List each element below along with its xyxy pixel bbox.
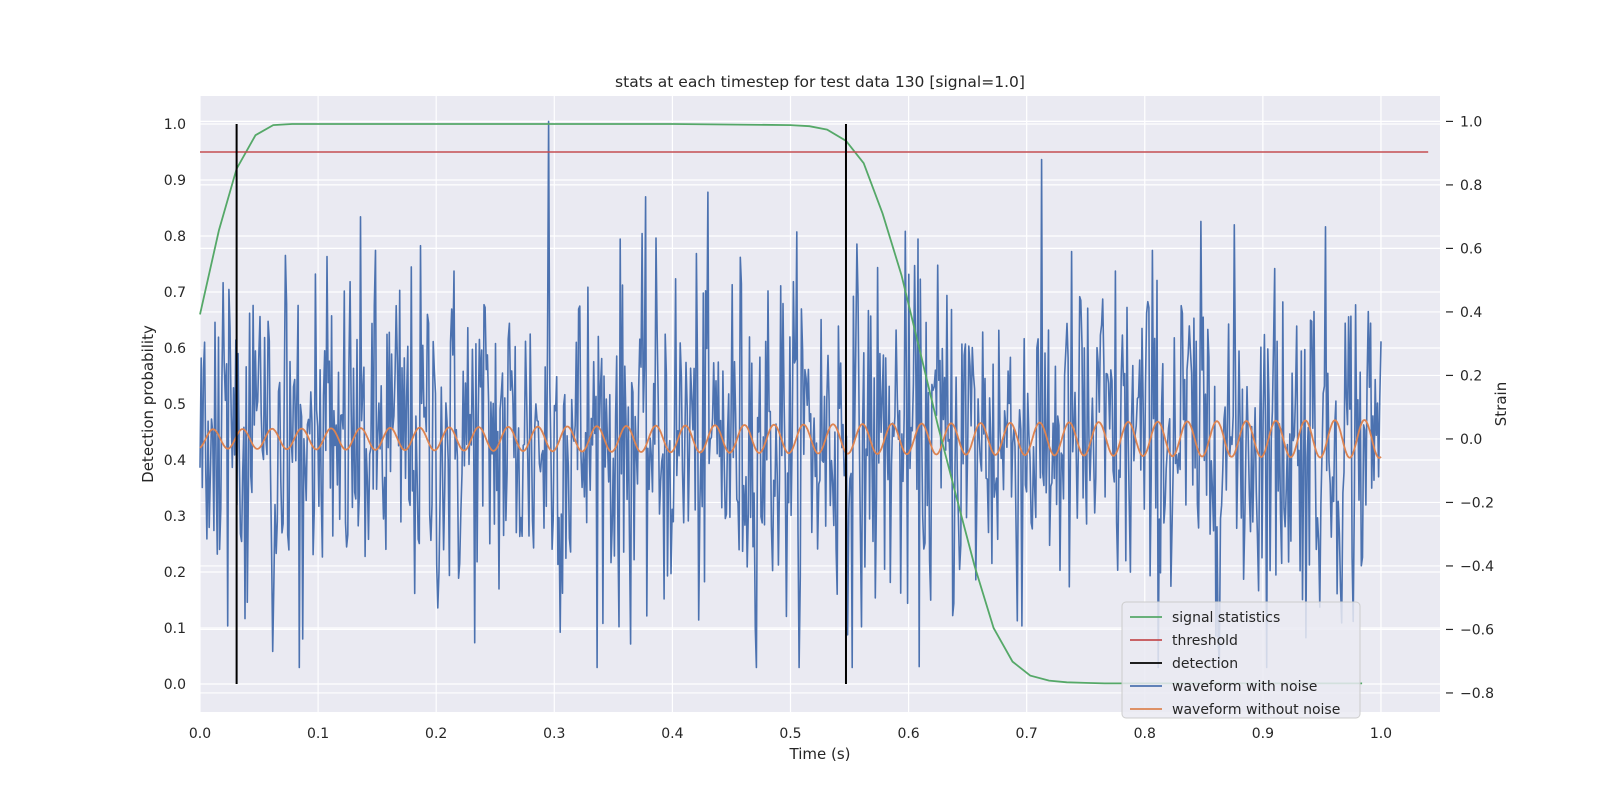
y-tick-label: 0.2 xyxy=(164,565,186,581)
y2-tick-label: −0.8 xyxy=(1460,686,1494,702)
plot-content xyxy=(199,120,1429,685)
x-tick-label: 0.7 xyxy=(1016,726,1038,742)
series-signal-statistics xyxy=(199,123,1363,685)
chart-title: stats at each timestep for test data 130… xyxy=(615,73,1025,91)
x-tick-label: 0.3 xyxy=(543,726,565,742)
y-tick-label: 0.3 xyxy=(164,509,186,525)
legend: signal statistics threshold detection wa… xyxy=(1121,601,1361,719)
x-tick-label: 1.0 xyxy=(1370,726,1392,742)
y2-tick-label: 0.4 xyxy=(1460,305,1482,321)
x-tick-label: 0.9 xyxy=(1252,726,1274,742)
y2-tick-label: −0.6 xyxy=(1460,622,1494,638)
y2-tick-label: 1.0 xyxy=(1460,114,1482,130)
x-tick-label: 0.8 xyxy=(1134,726,1156,742)
y-tick-label: 0.8 xyxy=(164,229,186,245)
x-tick-label: 0.4 xyxy=(661,726,683,742)
legend-label-waveform-without-noise: waveform without noise xyxy=(1172,702,1340,718)
y-axis-label: Detection probability xyxy=(139,325,157,483)
y2-tick-label: 0.0 xyxy=(1460,432,1482,448)
series-waveform-with-noise xyxy=(199,120,1382,669)
y2-tick-label: 0.6 xyxy=(1460,241,1482,257)
x-axis-label: Time (s) xyxy=(789,745,851,763)
legend-label-waveform-with-noise: waveform with noise xyxy=(1172,679,1317,695)
series-waveform-without-noise xyxy=(199,419,1382,459)
y2-tick-label: 0.2 xyxy=(1460,368,1482,384)
legend-box xyxy=(1121,601,1361,719)
y-tick-label: 0.9 xyxy=(164,173,186,189)
legend-label-signal-statistics: signal statistics xyxy=(1172,610,1280,626)
x-tick-label: 0.2 xyxy=(425,726,447,742)
y-tick-label: 0.5 xyxy=(164,397,186,413)
legend-label-threshold: threshold xyxy=(1172,633,1238,649)
x-tick-label: 0.6 xyxy=(897,726,919,742)
y-tick-label: 1.0 xyxy=(164,117,186,133)
y-tick-label: 0.7 xyxy=(164,285,186,301)
ticks: 0.0 0.1 0.2 0.3 0.4 0.5 0.6 0.7 0.8 0.9 1.0 0.0 0.1 0… xyxy=(164,114,1494,742)
y-tick-label: 0.6 xyxy=(164,341,186,357)
legend-label-detection: detection xyxy=(1172,656,1238,672)
y2-tick-label: −0.4 xyxy=(1460,559,1494,575)
x-tick-label: 0.0 xyxy=(189,726,211,742)
y-tick-label: 0.1 xyxy=(164,621,186,637)
y-tick-label: 0.4 xyxy=(164,453,186,469)
y-tick-label: 0.0 xyxy=(164,677,186,693)
y2-tick-label: −0.2 xyxy=(1460,495,1494,511)
y2-tick-label: 0.8 xyxy=(1460,178,1482,194)
y2-axis-label: Strain xyxy=(1492,382,1510,426)
x-tick-label: 0.1 xyxy=(307,726,329,742)
x-tick-label: 0.5 xyxy=(779,726,801,742)
